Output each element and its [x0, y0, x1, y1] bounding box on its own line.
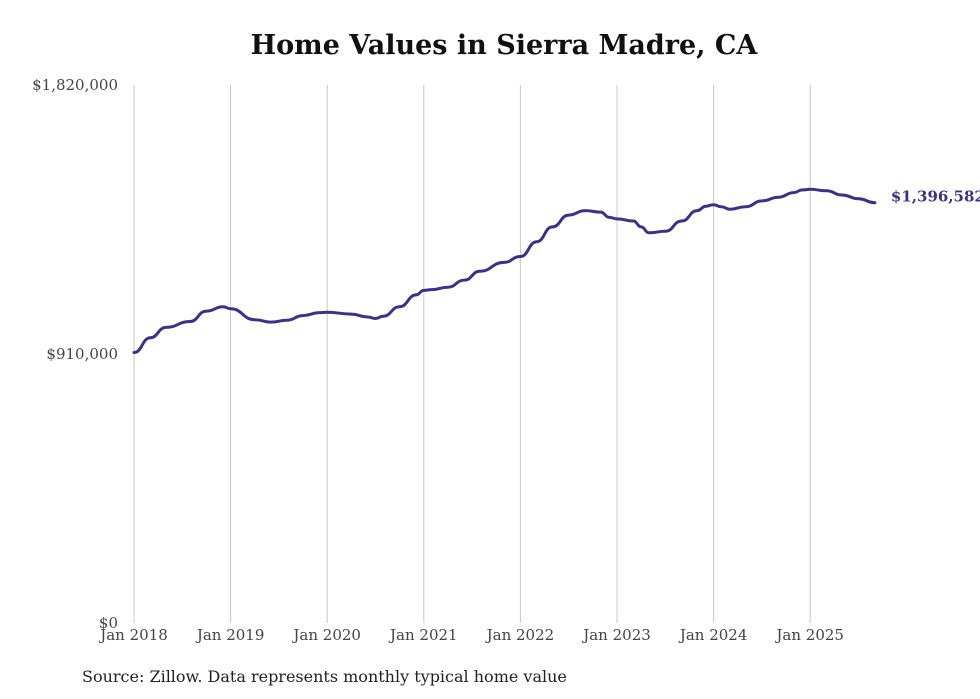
source-note: Source: Zillow. Data represents monthly …	[82, 667, 567, 686]
chart-title: Home Values in Sierra Madre, CA	[250, 30, 758, 61]
y-tick-label: $910,000	[46, 345, 118, 363]
x-tick-label: Jan 2022	[485, 626, 555, 644]
y-tick-label: $1,820,000	[32, 76, 118, 94]
x-axis-ticks: Jan 2018 Jan 2019 Jan 2020 Jan 2021 Jan 2022…	[98, 626, 844, 644]
end-value-label: $1,396,582	[891, 188, 980, 206]
x-tick-label: Jan 2020	[291, 626, 361, 644]
x-tick-label: Jan 2021	[388, 626, 458, 644]
x-tick-label: Jan 2024	[678, 626, 748, 644]
x-tick-label: Jan 2019	[195, 626, 265, 644]
x-tick-label: Jan 2023	[581, 626, 651, 644]
x-tick-label: Jan 2018	[98, 626, 168, 644]
grid-lines	[133, 85, 811, 623]
y-tick-label: $0	[99, 614, 118, 632]
y-axis-ticks: $0 $910,000 $1,820,000	[32, 76, 118, 632]
x-tick-label: Jan 2025	[774, 626, 844, 644]
series-line	[132, 187, 877, 354]
